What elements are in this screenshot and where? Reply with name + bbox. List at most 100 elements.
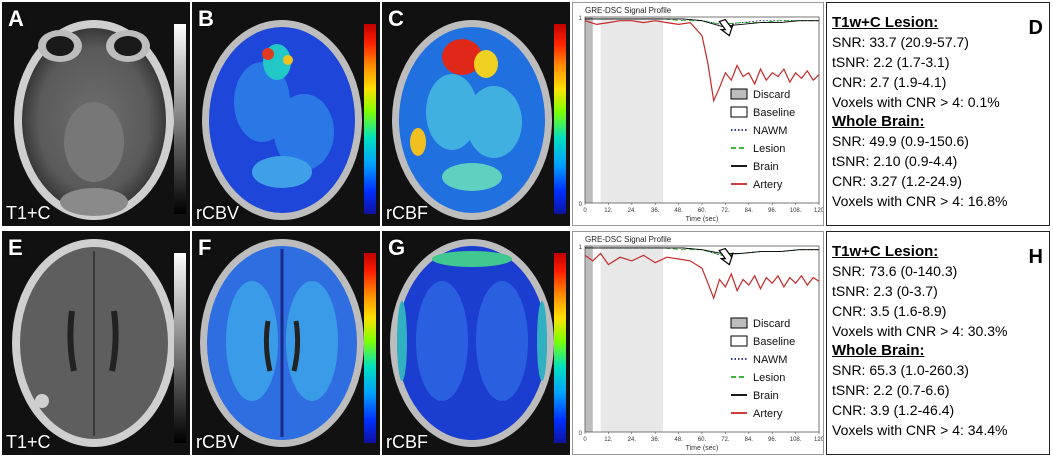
grayscale-colorbar xyxy=(174,24,186,214)
panel-label: rCBV xyxy=(196,203,240,223)
brain-stat: CNR: 3.27 (1.2-24.9) xyxy=(832,173,962,189)
x-tick-label: 120 xyxy=(814,208,823,214)
brain-heading: Whole Brain: xyxy=(832,113,925,130)
annotation-arrow xyxy=(718,18,734,37)
panel-letter: E xyxy=(8,235,23,260)
perfusion-map-rcbf xyxy=(390,239,554,447)
signal-profile-plot: GRE-DSC Signal Profile 1 0 0 12. 24. 36. 48. 60.… xyxy=(572,231,825,455)
lesion-stat: Voxels with CNR > 4: 0.1% xyxy=(832,94,1000,110)
x-tick-label: 36. xyxy=(651,208,660,214)
x-tick-label: 108. xyxy=(790,208,802,214)
panel-label: rCBV xyxy=(196,432,240,452)
brain-stat: tSNR: 2.10 (0.9-4.4) xyxy=(832,153,958,169)
t1c-image-panel: E T1+C xyxy=(2,231,190,455)
panel-letter: H xyxy=(1028,246,1043,268)
y-tick-label: 1 xyxy=(579,245,583,251)
brain-stat: tSNR: 2.2 (0.7-6.6) xyxy=(832,382,950,398)
lesion-stat: SNR: 33.7 (20.9-57.7) xyxy=(832,34,969,50)
lesion-stat: tSNR: 2.3 (0-3.7) xyxy=(832,283,938,299)
legend-swatch xyxy=(730,335,748,347)
lesion-stat: CNR: 2.7 (1.9-4.1) xyxy=(832,74,947,90)
x-tick-label: 24. xyxy=(628,437,637,443)
legend-label: Artery xyxy=(753,408,783,420)
legend-label: Discard xyxy=(753,318,790,330)
legend-swatch xyxy=(730,88,748,100)
perfusion-map-rcbf xyxy=(392,20,552,220)
stats-panel: D T1w+C Lesion: SNR: 33.7 (20.9-57.7) tS… xyxy=(826,2,1050,226)
jet-colorbar xyxy=(364,24,376,214)
panel-label: rCBF xyxy=(386,432,428,452)
signal-profile-plot: GRE-DSC Signal Profile 1 0 0 12. 24. 36. 48. 60.… xyxy=(572,2,825,226)
jet-colorbar xyxy=(364,253,376,443)
panel-label: T1+C xyxy=(6,432,51,452)
x-axis-label: Time (sec) xyxy=(686,216,719,223)
perfusion-map-rcbv xyxy=(200,239,364,447)
x-tick-label: 24. xyxy=(628,208,637,214)
chart-title: GRE-DSC Signal Profile xyxy=(585,6,672,15)
legend-label: Baseline xyxy=(753,107,795,119)
jet-colorbar xyxy=(554,24,566,214)
x-tick-label: 96. xyxy=(768,208,777,214)
legend-swatch xyxy=(730,317,748,329)
legend-label: NAWM xyxy=(753,354,787,366)
lesion-stat: tSNR: 2.2 (1.7-3.1) xyxy=(832,54,950,70)
brain-stat: Voxels with CNR > 4: 16.8% xyxy=(832,193,1008,209)
x-tick-label: 0 xyxy=(583,437,587,443)
x-tick-label: 12. xyxy=(604,208,613,214)
panel-letter: A xyxy=(8,6,24,31)
x-axis-label: Time (sec) xyxy=(686,445,719,452)
series-line-lesion xyxy=(585,18,819,25)
legend-label: Lesion xyxy=(753,372,785,384)
shaded-region-discard xyxy=(585,17,593,203)
legend-label: Discard xyxy=(753,89,790,101)
panel-label: T1+C xyxy=(6,203,51,223)
series-line-artery xyxy=(584,252,820,300)
brain-scan-gray xyxy=(12,239,176,447)
lesion-heading: T1w+C Lesion: xyxy=(832,14,939,31)
legend-label: Artery xyxy=(753,179,783,191)
x-tick-label: 48. xyxy=(674,208,683,214)
rcbf-image-panel: G rCBF xyxy=(382,231,570,455)
grayscale-colorbar xyxy=(174,253,186,443)
legend-label: Brain xyxy=(753,161,779,173)
chart-title: GRE-DSC Signal Profile xyxy=(585,235,672,244)
jet-colorbar xyxy=(554,253,566,443)
lesion-stat: SNR: 73.6 (0-140.3) xyxy=(832,263,958,279)
stats-panel: H T1w+C Lesion: SNR: 73.6 (0-140.3) tSNR… xyxy=(826,231,1050,455)
brain-stat: CNR: 3.9 (1.2-46.4) xyxy=(832,402,955,418)
x-tick-label: 12. xyxy=(604,437,613,443)
rcbv-image-panel: B rCBV xyxy=(192,2,380,226)
panel-letter: B xyxy=(198,6,214,31)
figure-row-bottom: E T1+C F rCBV G rCBF G xyxy=(0,229,1053,457)
x-tick-label: 72. xyxy=(721,208,730,214)
shaded-region-baseline xyxy=(600,246,663,432)
brain-heading: Whole Brain: xyxy=(832,342,925,359)
series-line-brain xyxy=(585,247,819,254)
x-tick-label: 96. xyxy=(768,437,777,443)
x-tick-label: 72. xyxy=(721,437,730,443)
brain-scan-gray xyxy=(14,20,174,220)
x-tick-label: 84. xyxy=(745,437,754,443)
rcbv-image-panel: F rCBV xyxy=(192,231,380,455)
legend-label: Baseline xyxy=(753,336,795,348)
rcbf-image-panel: C rCBF xyxy=(382,2,570,226)
x-tick-label: 60. xyxy=(698,208,707,214)
lesion-stat: Voxels with CNR > 4: 30.3% xyxy=(832,323,1008,339)
y-tick-label: 0 xyxy=(579,431,583,437)
brain-stat: SNR: 65.3 (1.0-260.3) xyxy=(832,362,969,378)
legend-label: NAWM xyxy=(753,125,787,137)
panel-label: rCBF xyxy=(386,203,428,223)
legend-label: Lesion xyxy=(753,143,785,155)
series-line-brain xyxy=(585,18,819,27)
figure-row-top: A T1+C B rCBV C rCBF xyxy=(0,0,1053,228)
x-tick-label: 48. xyxy=(674,437,683,443)
legend-swatch xyxy=(730,106,748,118)
x-tick-label: 0 xyxy=(583,208,587,214)
y-tick-label: 0 xyxy=(579,202,583,208)
annotation-arrow xyxy=(718,247,734,266)
x-tick-label: 60. xyxy=(698,437,707,443)
panel-letter: C xyxy=(388,6,404,31)
perfusion-map-rcbv xyxy=(202,20,362,220)
